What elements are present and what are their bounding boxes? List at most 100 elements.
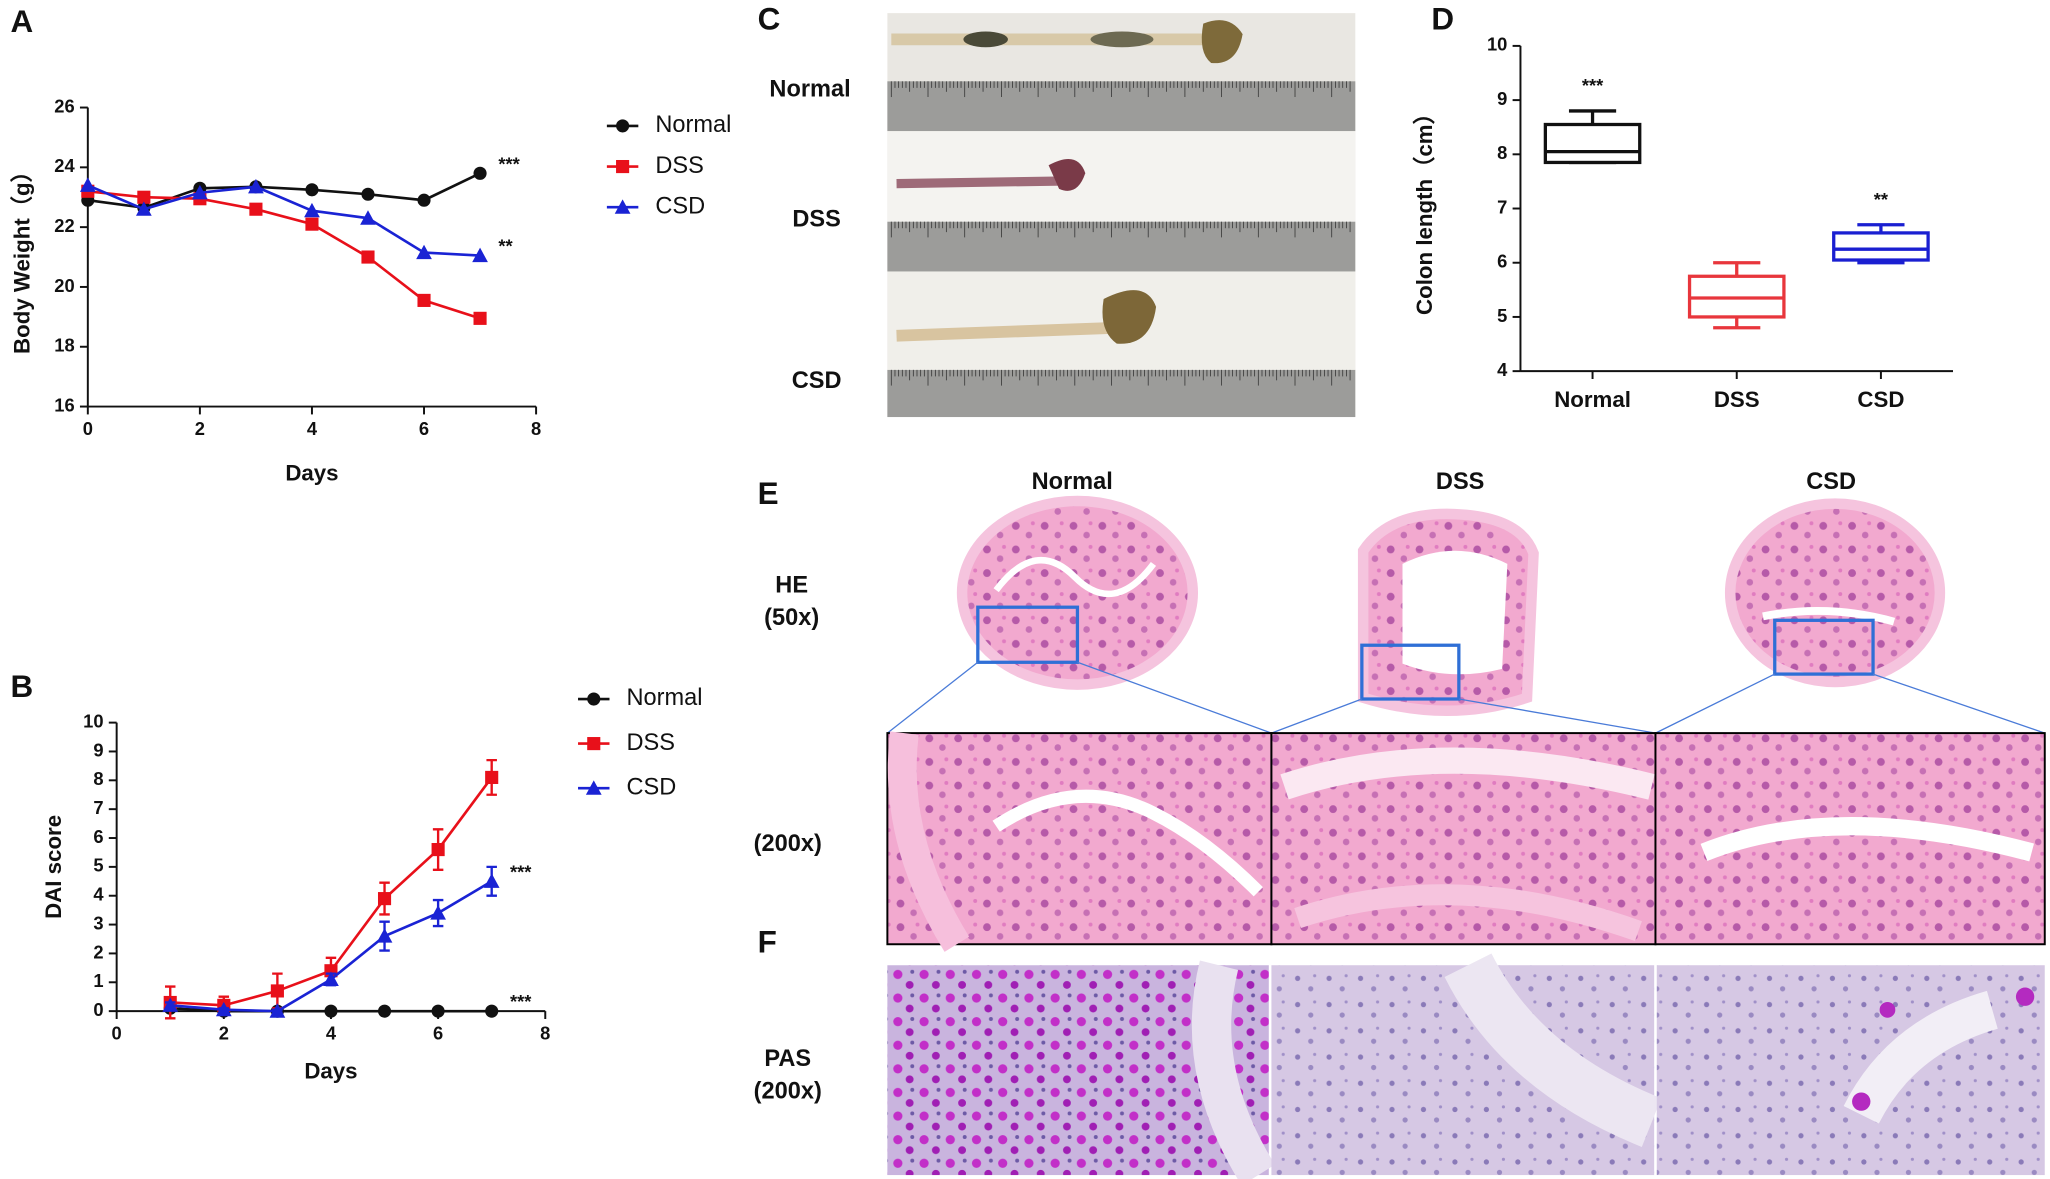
x-tick-label: 4	[326, 1023, 337, 1044]
marker	[304, 202, 320, 218]
x-tick-label: 0	[112, 1023, 122, 1044]
marker	[305, 183, 319, 197]
y-tick-label: 20	[54, 275, 74, 296]
y-tick-label: 5	[93, 855, 103, 876]
panel-label: B	[10, 669, 33, 704]
series-line	[87, 189, 481, 320]
marker	[248, 178, 264, 194]
y-tick-label: 7	[1497, 196, 1507, 217]
panel-label: F	[758, 925, 777, 960]
row-label: Normal	[769, 76, 850, 102]
marker	[324, 1004, 338, 1018]
row-label: HE	[775, 571, 808, 597]
column-label: DSS	[1436, 468, 1484, 494]
marker	[377, 892, 392, 906]
y-tick-label: 4	[1497, 359, 1508, 380]
x-tick-label: 6	[433, 1023, 443, 1044]
x-axis-title: Days	[304, 1059, 357, 1084]
marker	[472, 247, 488, 263]
y-tick-label: 8	[93, 768, 103, 789]
significance-label: ***	[498, 153, 520, 174]
y-tick-label: 22	[54, 215, 74, 236]
y-axis-title: DAI score	[41, 815, 66, 919]
marker	[249, 202, 263, 216]
legend-label: DSS	[627, 729, 675, 755]
row-label: (50x)	[764, 604, 819, 630]
series-line	[87, 172, 481, 210]
legend-marker	[614, 199, 631, 214]
y-axis-title: Body Weight（g）	[9, 160, 34, 354]
y-tick-label: 10	[83, 710, 103, 731]
y-tick-label: 7	[93, 797, 103, 818]
marker	[417, 293, 431, 307]
significance-label: **	[498, 236, 513, 257]
legend-marker	[587, 737, 601, 751]
panel-label: C	[758, 1, 781, 36]
y-tick-label: 2	[93, 941, 103, 962]
colon-photo	[887, 13, 1356, 418]
y-tick-label: 3	[93, 912, 103, 933]
box	[1543, 122, 1642, 165]
pas-200x-images	[887, 953, 2045, 1179]
y-tick-label: 8	[1497, 142, 1507, 163]
significance-label: **	[1874, 189, 1889, 210]
x-tick-label: 8	[531, 418, 541, 439]
marker	[305, 217, 319, 231]
x-tick-label: Normal	[1554, 387, 1631, 412]
x-tick-label: 4	[307, 418, 318, 439]
x-axis-title: Days	[285, 461, 338, 486]
legend-label: CSD	[655, 192, 705, 218]
panel-label: D	[1431, 1, 1454, 36]
y-tick-label: 10	[1487, 34, 1507, 55]
x-tick-label: 8	[540, 1023, 550, 1044]
marker	[416, 244, 432, 260]
legend-label: Normal	[627, 684, 703, 710]
marker	[361, 250, 375, 264]
marker	[473, 166, 487, 180]
column-label: Normal	[1032, 468, 1113, 494]
marker	[376, 928, 393, 943]
panel-label: A	[10, 4, 33, 39]
marker	[431, 843, 445, 857]
series-line	[170, 880, 493, 1013]
x-tick-label: DSS	[1714, 387, 1760, 412]
row-label: PAS	[764, 1045, 811, 1071]
marker	[270, 984, 284, 998]
legend-label: DSS	[655, 152, 703, 178]
marker	[361, 187, 375, 201]
marker	[430, 905, 446, 920]
marker	[79, 177, 96, 192]
x-tick-label: 0	[83, 418, 93, 439]
marker	[473, 311, 487, 325]
marker	[135, 201, 152, 216]
box	[1832, 231, 1930, 262]
y-tick-label: 6	[93, 826, 103, 847]
significance-label: ***	[510, 991, 532, 1012]
x-tick-label: 2	[219, 1023, 229, 1044]
column-label: CSD	[1806, 468, 1856, 494]
row-label: (200x)	[754, 830, 822, 856]
he-200x-images	[886, 731, 2046, 952]
marker	[417, 193, 431, 207]
ruler-ticks	[890, 81, 1351, 386]
marker	[269, 1003, 286, 1018]
x-tick-label: CSD	[1857, 387, 1904, 412]
y-tick-label: 26	[54, 95, 74, 116]
he-50x-images	[886, 495, 2045, 734]
y-tick-label: 4	[93, 884, 104, 905]
significance-label: ***	[510, 861, 532, 882]
y-tick-label: 1	[93, 970, 103, 991]
y-tick-label: 16	[54, 394, 74, 415]
y-tick-label: 9	[93, 739, 103, 760]
marker	[431, 1004, 445, 1018]
marker	[215, 1001, 232, 1017]
y-axis-title: Colon length（cm）	[1412, 102, 1437, 315]
x-tick-label: 2	[195, 418, 205, 439]
row-label: DSS	[792, 206, 840, 232]
marker	[485, 770, 499, 784]
marker	[483, 873, 500, 888]
legend-marker	[587, 692, 601, 706]
marker	[485, 1004, 499, 1018]
